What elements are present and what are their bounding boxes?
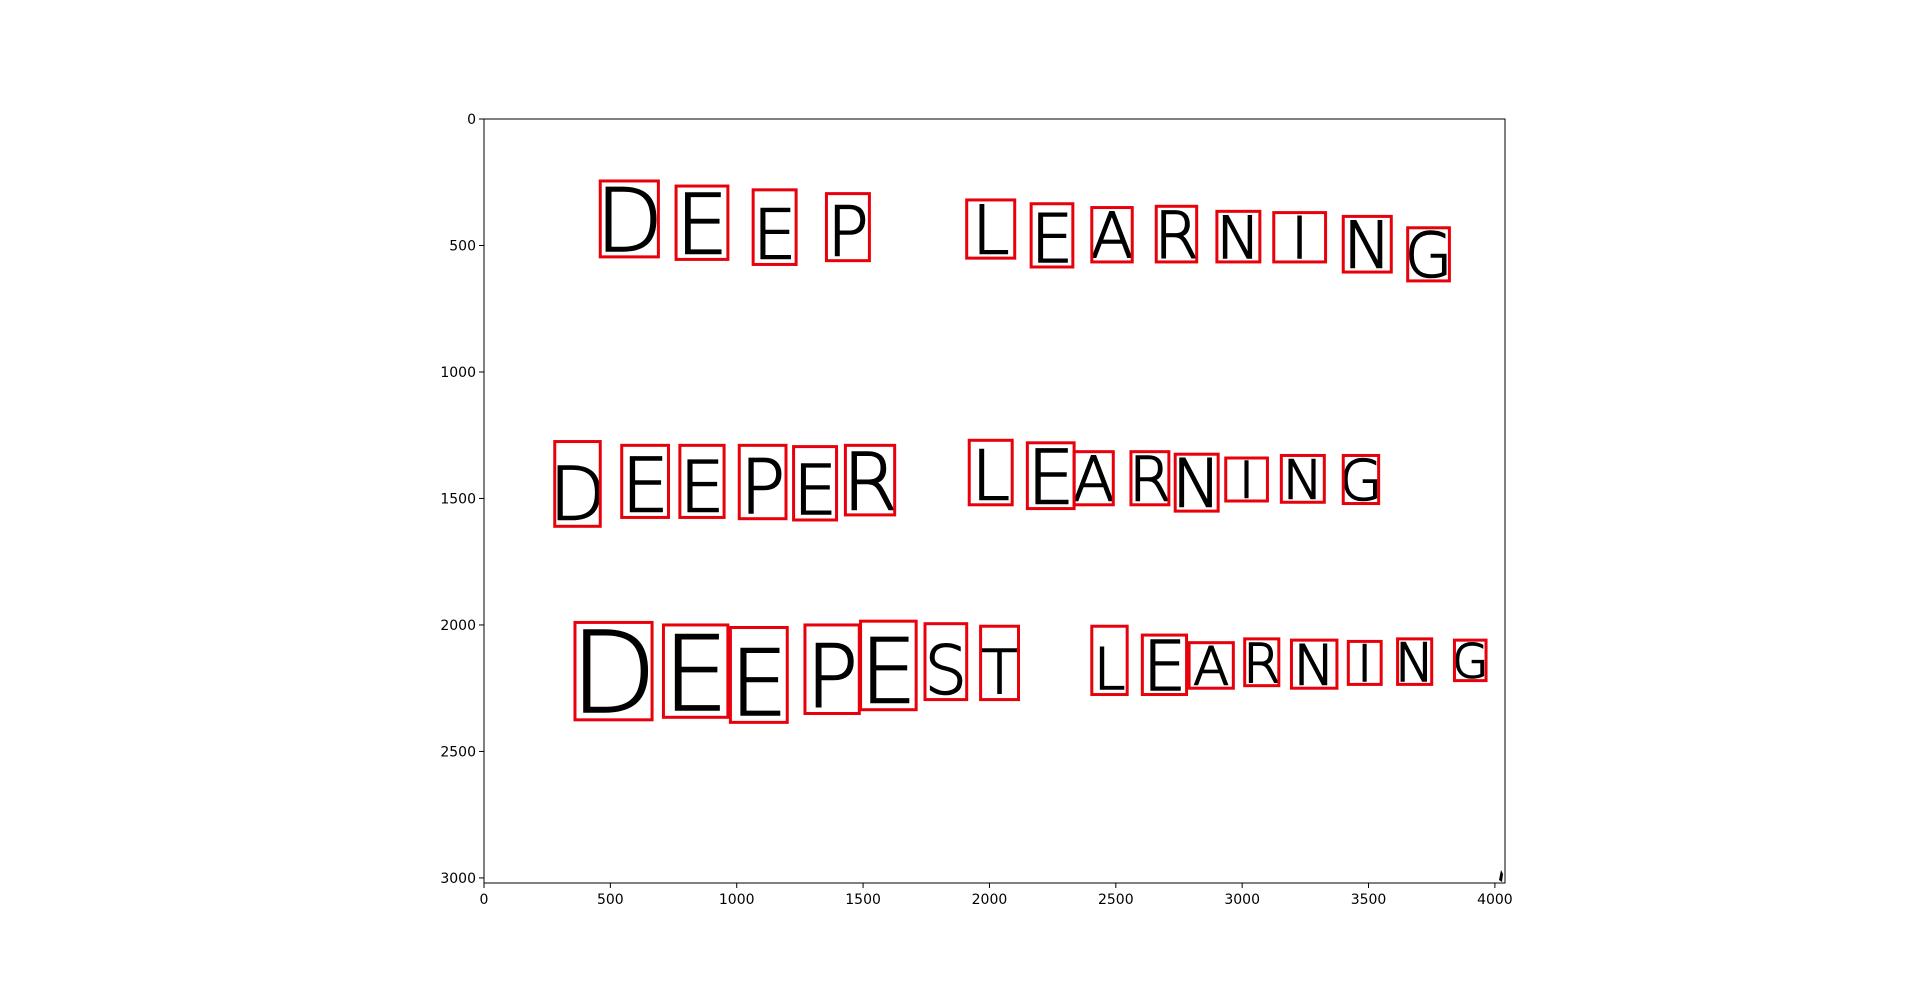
bounding-box [1187,641,1235,690]
handwritten-letter: S [925,632,967,710]
bounding-box-layer [553,179,1488,724]
x-tick-label: 1000 [719,892,755,908]
handwritten-letter: E [793,451,836,531]
handwritten-letter: E [1031,200,1073,278]
bounding-box [661,623,730,719]
bounding-box [979,624,1021,702]
y-tick-label: 500 [449,238,476,254]
bounding-box [843,443,897,517]
handwritten-letter: P [740,444,785,531]
y-tick-label: 2000 [440,618,476,634]
bounding-box [620,443,670,519]
y-tick-label: 1000 [440,365,476,381]
ink-speck [1499,870,1503,882]
handwritten-letter: P [806,626,858,727]
bounding-box [573,620,654,722]
x-tick-label: 2500 [1098,892,1134,908]
bounding-box [1406,226,1451,283]
bounding-box [1224,456,1269,503]
x-tick-label: 2000 [972,892,1008,908]
bounding-box [967,438,1014,507]
y-tick-label: 1500 [440,491,476,507]
bounding-box [1341,453,1381,506]
bounding-box [824,192,871,263]
bounding-box [1341,214,1393,274]
handwritten-letter: I [1239,452,1254,510]
handwritten-letter: T [981,639,1018,709]
handwritten-letter: E [860,620,916,724]
handwritten-letter: I [1291,206,1308,272]
handwritten-letter: E [730,632,788,737]
bounding-box [1215,209,1262,264]
bounding-box [1090,206,1134,264]
y-axis-ticks: 0 500 1000 1500 2000 2500 3000 [440,112,484,887]
bounding-box [678,443,726,519]
bounding-box [965,198,1017,260]
x-axis-ticks: 0 500 1000 1500 2000 2500 3000 3500 4000 [480,883,1513,908]
handwritten-letter: E [680,446,725,529]
bounding-box [1279,453,1326,504]
x-tick-label: 500 [597,892,624,908]
handwritten-letter: D [570,609,656,739]
bounding-box [1243,637,1281,688]
bounding-box [1140,633,1189,697]
y-tick-label: 2500 [440,744,476,760]
bounding-box [1396,637,1434,686]
bounding-box [1154,204,1199,264]
handwritten-letter: E [676,177,728,274]
y-tick-label: 0 [467,112,476,128]
bounding-box [1090,624,1129,697]
bounding-box [751,188,798,266]
x-tick-label: 4000 [1477,892,1513,908]
handwritten-letter: I [1357,635,1372,693]
bounding-box [792,445,839,522]
bounding-box [859,619,918,712]
handwritten-letter: E [621,443,668,530]
bounding-box [1272,211,1328,264]
bounding-box [1029,202,1075,269]
bounding-box [1173,452,1220,513]
bounding-box [1289,638,1339,690]
bounding-box [728,625,789,724]
bounding-box [553,440,602,528]
handwritten-letter: D [549,453,605,538]
x-tick-label: 3500 [1351,892,1387,908]
x-tick-label: 0 [480,892,489,908]
bounding-box [1072,450,1115,507]
y-tick-label: 3000 [440,871,476,887]
handwritten-letter: E [753,195,796,275]
bounding-box [674,184,730,261]
bounding-box [923,622,969,702]
x-tick-label: 1500 [845,892,881,908]
bounding-box [1129,450,1171,507]
axes-border [483,118,1506,884]
axes-frame [483,118,1506,884]
bounding-box [1452,638,1488,683]
handwritten-letter: D [596,170,663,272]
bounding-box [1346,639,1383,686]
bounding-box [737,443,788,521]
x-tick-label: 3000 [1224,892,1260,908]
handwritten-letter: L [1094,637,1126,703]
bounding-box [598,179,660,259]
handwritten-letter: E [663,615,728,735]
